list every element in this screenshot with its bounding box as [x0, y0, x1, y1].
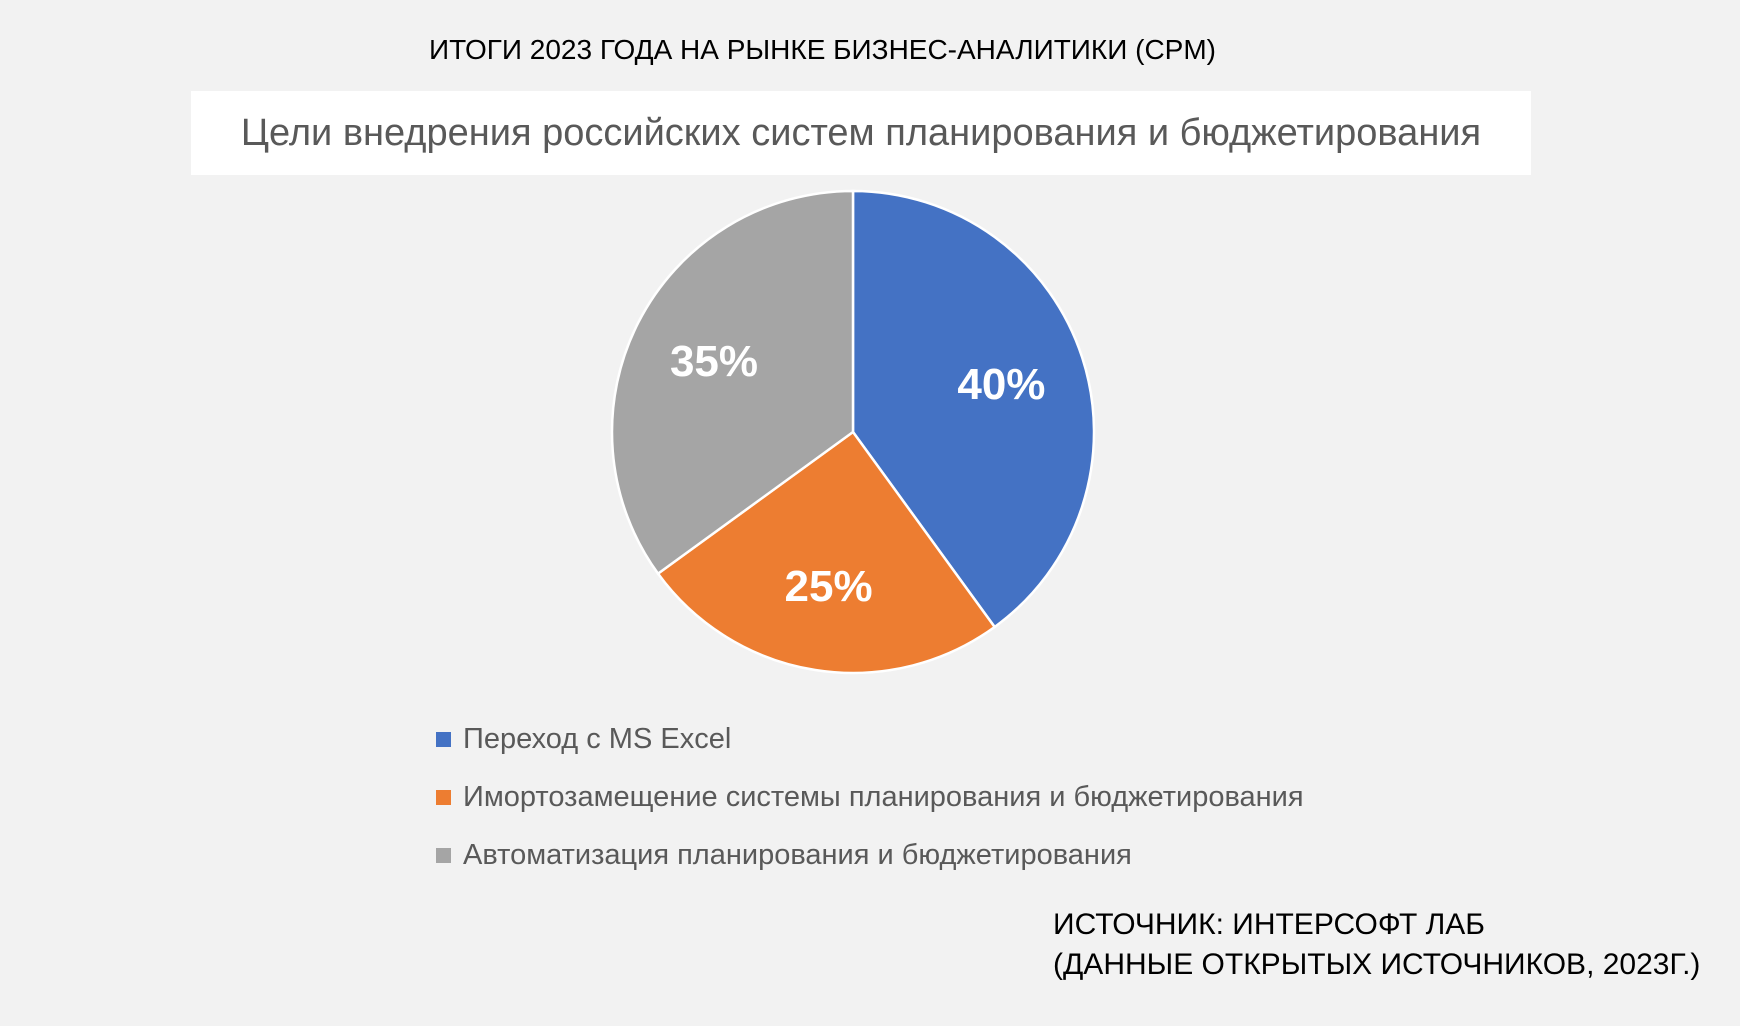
data-label-excel: 40%	[957, 360, 1045, 409]
source-line-1: ИСТОЧНИК: ИНТЕРСОФТ ЛАБ	[1053, 908, 1485, 941]
source-line-2: (ДАННЫЕ ОТКРЫТЫХ ИСТОЧНИКОВ, 2023Г.)	[1053, 948, 1701, 981]
chart-title-box: Цели внедрения российских систем планиро…	[191, 91, 1531, 175]
legend-label-automation: Автоматизация планирования и бюджетирова…	[463, 838, 1132, 871]
legend: Переход с MS Excel Имортозамещение систе…	[436, 710, 1304, 884]
legend-item-automation: Автоматизация планирования и бюджетирова…	[436, 826, 1304, 884]
pie-slice-import-substitution	[656, 430, 997, 675]
header-title: ИТОГИ 2023 ГОДА НА РЫНКЕ БИЗНЕС-АНАЛИТИК…	[428, 34, 1217, 65]
pie-slice-excel	[851, 189, 1096, 629]
data-label-import-substitution: 25%	[785, 562, 873, 611]
pie-slices	[610, 189, 1096, 675]
legend-item-import-substitution: Имортозамещение системы планирования и б…	[436, 768, 1304, 826]
source-note: ИСТОЧНИК: ИНТЕРСОФТ ЛАБ (ДАННЫЕ ОТКРЫТЫХ…	[1053, 905, 1700, 985]
legend-swatch-import-substitution	[436, 789, 451, 805]
legend-label-import-substitution: Имортозамещение системы планирования и б…	[463, 780, 1304, 813]
data-label-automation: 35%	[670, 337, 758, 386]
pie-slice-automation	[610, 189, 855, 576]
legend-swatch-automation	[436, 847, 451, 863]
legend-label-excel: Переход с MS Excel	[463, 722, 732, 755]
legend-swatch-excel	[436, 731, 451, 747]
chart-title: Цели внедрения российских систем планиро…	[240, 111, 1482, 154]
legend-item-excel: Переход с MS Excel	[436, 710, 1304, 768]
pie-labels: 40% 25% 35%	[670, 337, 1045, 611]
